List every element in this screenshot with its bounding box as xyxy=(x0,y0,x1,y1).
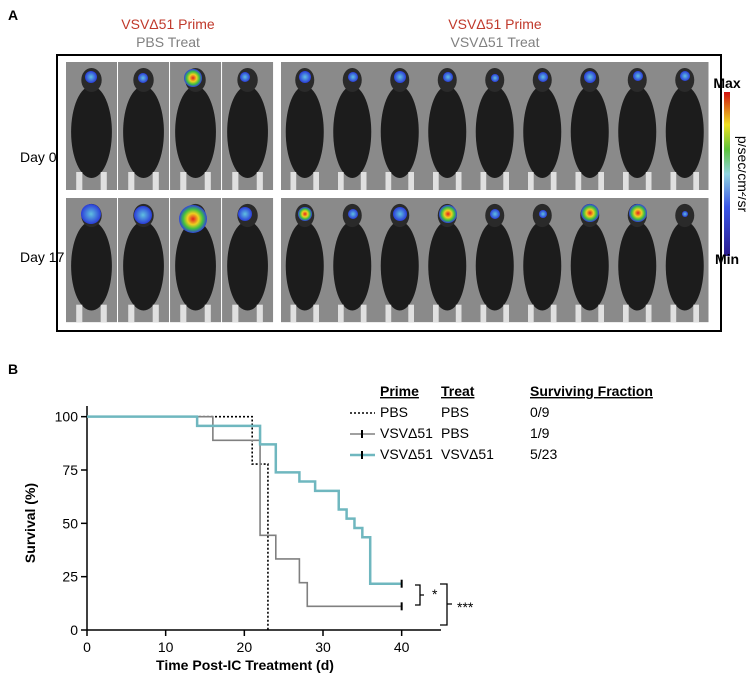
plot: 0 25 50 75 100 0 10 20 30 40 Prime Treat Surviving F… xyxy=(55,383,653,655)
image-frame xyxy=(56,54,722,332)
y-tick-label: 25 xyxy=(62,569,78,585)
sig-bracket xyxy=(415,584,424,606)
legend-header: Surviving Fraction xyxy=(530,383,653,399)
legend-prime: VSVΔ51 xyxy=(380,446,433,462)
x-tick-label: 10 xyxy=(158,639,174,655)
survival-curve xyxy=(87,415,269,630)
group-prime: VSVΔ51 Prime xyxy=(121,16,215,32)
y-tick-label: 0 xyxy=(70,622,78,638)
legend-fraction: 1/9 xyxy=(530,425,550,441)
x-tick-label: 30 xyxy=(315,639,331,655)
y-axis-label: Survival (%) xyxy=(22,483,38,563)
x-tick-label: 0 xyxy=(83,639,91,655)
legend-header: Treat xyxy=(441,383,475,399)
row-label: Day 0 xyxy=(20,149,57,165)
mouse-images xyxy=(66,62,709,323)
legend-header: Prime xyxy=(380,383,419,399)
survival-curve xyxy=(87,415,402,585)
y-tick-label: 50 xyxy=(62,515,78,531)
colorbar xyxy=(724,92,730,256)
x-tick-label: 20 xyxy=(237,639,253,655)
sig-annotation: * xyxy=(432,586,438,602)
colorbar-min: Min xyxy=(715,251,739,267)
legend-fraction: 0/9 xyxy=(530,404,550,420)
panel-label: B xyxy=(8,361,18,377)
x-tick-label: 40 xyxy=(394,639,410,655)
legend-treat: PBS xyxy=(441,404,469,420)
survival-curve xyxy=(87,415,402,608)
group-prime: VSVΔ51 Prime xyxy=(448,16,542,32)
colorbar-max: Max xyxy=(713,75,740,91)
legend-treat: VSVΔ51 xyxy=(441,446,494,462)
legend-prime: VSVΔ51 xyxy=(380,425,433,441)
colorbar-unit: p/sec/cm²/sr xyxy=(735,136,746,213)
y-tick-label: 75 xyxy=(62,462,78,478)
legend-fraction: 5/23 xyxy=(530,446,557,462)
panel-label: A xyxy=(8,7,18,23)
x-axis-label: Time Post-IC Treatment (d) xyxy=(156,657,334,673)
legend-prime: PBS xyxy=(380,404,408,420)
group-treat: PBS Treat xyxy=(136,34,200,50)
row-label: Day 17 xyxy=(20,249,65,265)
y-tick-label: 100 xyxy=(55,409,79,425)
legend-treat: PBS xyxy=(441,425,469,441)
sig-bracket xyxy=(440,583,452,626)
sig-annotation: *** xyxy=(457,599,474,615)
group-treat: VSVΔ51 Treat xyxy=(451,34,540,50)
